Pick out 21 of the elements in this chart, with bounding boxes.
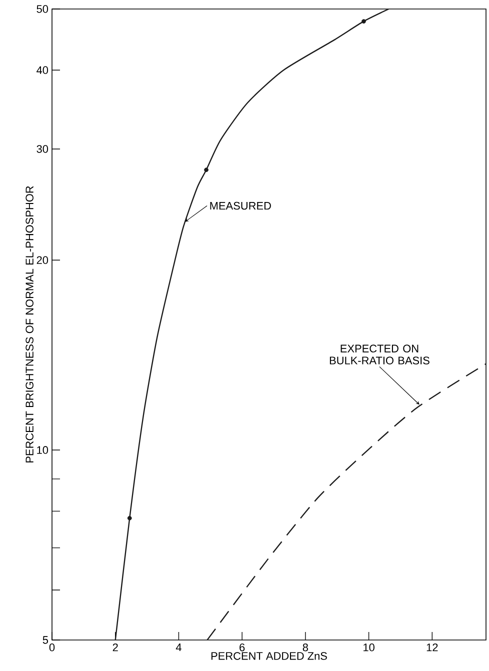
point	[362, 19, 366, 24]
annotation: MEASURED	[210, 202, 271, 210]
x-tick-label: 4	[176, 644, 182, 652]
y-tick-label: 10	[37, 446, 48, 454]
y-tick-label: 40	[36, 66, 48, 74]
y-tick-label: 50	[36, 5, 48, 13]
x-tick-label: 0	[49, 644, 55, 652]
x-tick-label: 2	[112, 644, 118, 652]
x-axis-title: PERCENT ADDED ZnS	[211, 652, 327, 660]
y-axis-title: PERCENT BRIGHTNESS OF NORMAL EL-PHOSPHOR	[26, 186, 34, 462]
line-series	[206, 363, 486, 640]
point	[127, 516, 132, 520]
y-tick-label: 5	[42, 636, 48, 644]
annotation: EXPECTED ON BULK-RATIO BASIS	[330, 344, 430, 364]
x-tick-label: 12	[426, 644, 438, 652]
x-tick-label: 6	[240, 644, 245, 652]
x-tick-label: 10	[364, 644, 374, 652]
y-tick-label: 30	[36, 145, 48, 153]
x-tick-label: 8	[302, 644, 308, 652]
point	[204, 168, 208, 172]
y-tick-label: 20	[36, 256, 48, 264]
